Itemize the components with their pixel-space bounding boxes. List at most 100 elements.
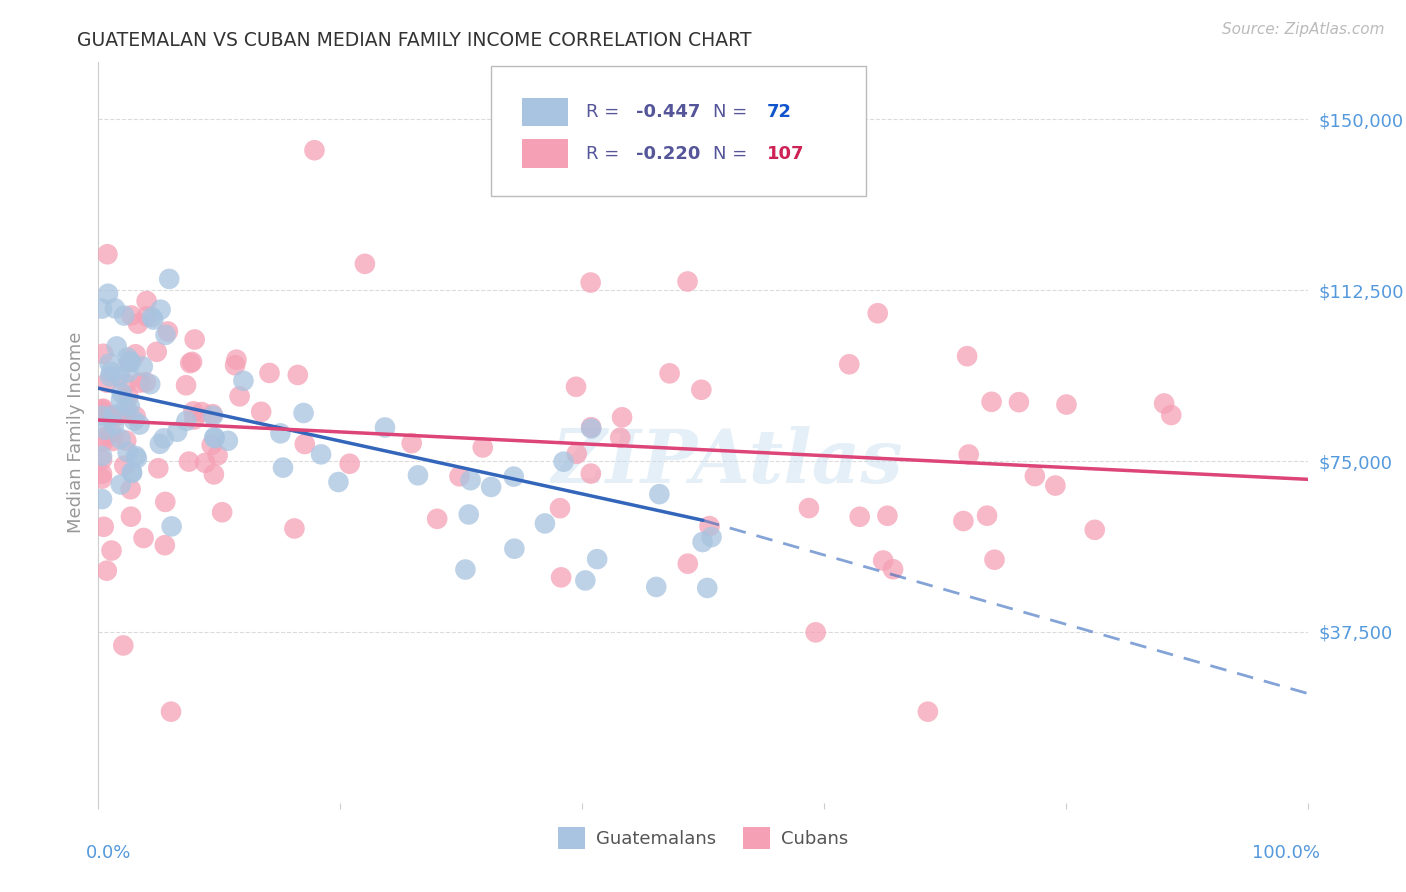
Point — [609, 431, 631, 445]
Point — [125, 449, 148, 463]
Point — [91, 409, 114, 423]
Point — [96, 564, 118, 578]
Point — [838, 357, 860, 371]
Point — [579, 467, 602, 481]
Point — [502, 469, 524, 483]
Text: R =: R = — [586, 145, 624, 162]
Point — [156, 325, 179, 339]
Point — [93, 520, 115, 534]
Point — [676, 557, 699, 571]
Point — [115, 376, 138, 391]
Point — [174, 378, 197, 392]
Point — [177, 454, 200, 468]
Point — [104, 301, 127, 316]
Point — [115, 400, 138, 414]
Point — [952, 514, 974, 528]
Point — [117, 445, 139, 459]
Point — [374, 420, 396, 434]
Point — [120, 355, 142, 369]
Text: Source: ZipAtlas.com: Source: ZipAtlas.com — [1222, 22, 1385, 37]
Point — [117, 365, 139, 379]
Point — [120, 482, 142, 496]
Point — [204, 430, 226, 444]
Point — [97, 286, 120, 301]
FancyBboxPatch shape — [522, 139, 568, 168]
Point — [115, 405, 138, 419]
Point — [696, 581, 718, 595]
Point — [141, 310, 163, 325]
Point — [103, 408, 125, 422]
Point — [190, 405, 212, 419]
Point — [124, 347, 146, 361]
Point — [872, 553, 894, 567]
Point — [118, 355, 141, 369]
Point — [207, 448, 229, 462]
Point — [426, 512, 449, 526]
Point — [148, 461, 170, 475]
Point — [118, 355, 141, 369]
Point — [91, 401, 114, 416]
Point — [354, 257, 377, 271]
Point — [882, 562, 904, 576]
Point — [115, 434, 138, 448]
Point — [112, 639, 135, 653]
Point — [283, 521, 305, 535]
Point — [202, 467, 225, 482]
Point — [1056, 398, 1078, 412]
Point — [125, 451, 148, 466]
Point — [471, 441, 494, 455]
Point — [194, 456, 217, 470]
Point — [91, 492, 114, 507]
Text: N =: N = — [713, 145, 752, 162]
Point — [112, 309, 135, 323]
Point — [201, 407, 224, 421]
Point — [804, 625, 827, 640]
Point — [581, 421, 603, 435]
Point — [101, 434, 124, 448]
Text: N =: N = — [713, 103, 752, 121]
Point — [610, 410, 633, 425]
Point — [797, 501, 820, 516]
Point — [160, 519, 183, 533]
Point — [153, 538, 176, 552]
Point — [118, 399, 141, 413]
Point — [100, 409, 122, 424]
Point — [176, 414, 198, 428]
Point — [127, 317, 149, 331]
Point — [107, 409, 129, 423]
Point — [98, 369, 121, 384]
Point — [145, 344, 167, 359]
Point — [204, 431, 226, 445]
Point — [565, 380, 588, 394]
Point — [105, 339, 128, 353]
Point — [1008, 395, 1031, 409]
Point — [550, 570, 572, 584]
Point — [103, 418, 125, 433]
Point — [457, 508, 479, 522]
Y-axis label: Median Family Income: Median Family Income — [66, 332, 84, 533]
Point — [228, 389, 250, 403]
Point — [91, 402, 114, 417]
Text: 0.0%: 0.0% — [86, 844, 132, 862]
Point — [155, 495, 177, 509]
Point — [259, 366, 281, 380]
Point — [406, 468, 429, 483]
Point — [699, 519, 721, 533]
Text: 72: 72 — [768, 103, 792, 121]
Point — [287, 368, 309, 382]
Point — [91, 405, 114, 419]
Point — [91, 449, 114, 463]
Point — [125, 409, 148, 424]
Text: 107: 107 — [768, 145, 804, 162]
Point — [269, 426, 291, 441]
Point — [135, 310, 157, 324]
Point — [548, 501, 571, 516]
Point — [96, 376, 118, 390]
Point — [93, 434, 115, 449]
Point — [211, 505, 233, 519]
Point — [183, 404, 205, 418]
Point — [160, 705, 183, 719]
Point — [201, 438, 224, 452]
Point — [250, 405, 273, 419]
Point — [135, 293, 157, 308]
